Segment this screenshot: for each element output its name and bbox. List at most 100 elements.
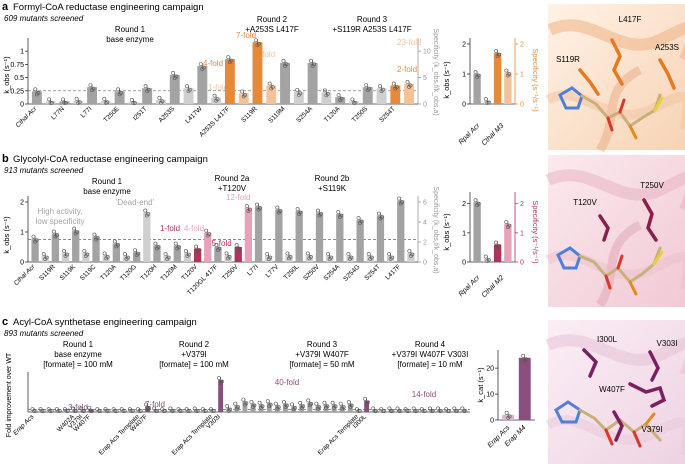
panel-b-round-1-line-2: base enzyme xyxy=(83,187,131,196)
panel-a-bar-25 xyxy=(362,87,373,104)
panel-a-bar-16-point-3 xyxy=(241,94,246,99)
panel-b-ytick-label-2: 1 xyxy=(20,230,24,237)
panel-a-inset-axes: 0 1 2 0 1 2 xyxy=(462,38,524,109)
panel-b-fold-1: 1-fold xyxy=(160,224,180,233)
panel-a-bar-5 xyxy=(87,87,97,104)
panel-a-bar-26-point-3 xyxy=(379,89,384,94)
panel-a-y2tick-label-1: 0 xyxy=(423,102,427,109)
panel-a-round-2-line-1: Round 2 xyxy=(257,15,288,24)
panel-a-inset-bars xyxy=(473,49,512,105)
panel-b-ytick-label-1: 0 xyxy=(20,260,24,267)
panel-a-fold-2: 2-fold xyxy=(397,65,417,74)
panel-c-bar-8-point-2 xyxy=(90,409,95,413)
panel-c-inset-ylabel: k_cat (s⁻¹) xyxy=(476,367,485,403)
panel-a: a Formyl-CoA reductase engineering campa… xyxy=(2,1,685,153)
panel-a-bar-22-point-1 xyxy=(322,88,327,93)
panel-c-bar-10-point-2 xyxy=(106,409,111,413)
panel-a-bar-13-point-1 xyxy=(198,62,203,66)
panel-b-bar-20 xyxy=(224,255,232,262)
panel-b-inset-bar-3 xyxy=(493,244,502,262)
panel-b-bar-6-point-1 xyxy=(82,249,87,253)
panel-c-bar-11-point-2 xyxy=(114,409,119,413)
panel-b-bar-19-point-3 xyxy=(216,248,220,252)
panel-a-fold-4: 4-fold xyxy=(203,59,223,68)
panel-b-bar-24-point-3 xyxy=(266,257,271,261)
panel-c-bar-23-point-2 xyxy=(211,409,216,413)
panel-a-round-3-line-2: +S119R A253S L417F xyxy=(332,25,411,34)
panel-b-bar-28 xyxy=(305,255,313,262)
panel-c-bar-27-point-1 xyxy=(241,397,246,402)
panel-c-inset-bar-1-point-1 xyxy=(504,410,509,415)
panel-c-bar-34-point-3 xyxy=(299,405,304,410)
panel-b-bar-30-point-3 xyxy=(327,257,332,261)
panel-a-inset-bar-2-point-3 xyxy=(485,101,490,105)
panel-c-bar-21-point-3 xyxy=(194,409,199,413)
panel-c-bar-31-point-1 xyxy=(273,401,278,406)
panel-b-bar-32-point-1 xyxy=(346,252,351,256)
panel-a-xtick-label-11: A253S xyxy=(157,105,176,124)
panel-b-xtick-label-13: T120H xyxy=(140,263,159,282)
panel-c-bar-53-point-3 xyxy=(453,409,458,413)
panel-b-fold-4: 4-fold xyxy=(184,224,204,233)
panel-c-bar-21-point-2 xyxy=(195,409,200,413)
panel-c-bar-48-point-3 xyxy=(413,409,418,413)
panel-c-letter: c xyxy=(2,316,8,328)
panel-c-bar-37-point-3 xyxy=(324,405,328,410)
panel-c-inset-ytick-label-2: 10 xyxy=(486,392,494,399)
panel-c-bar-16-point-2 xyxy=(155,409,160,413)
panel-b-bar-20-point-3 xyxy=(226,256,230,261)
panel-b-bar-37-point-1 xyxy=(397,196,402,201)
panel-a-round-1-line-2: base enzyme xyxy=(106,35,154,44)
panel-a-ytick-label-3: 0.5 xyxy=(14,75,24,82)
panel-b-bar-14-point-1 xyxy=(163,252,168,256)
panel-c-bar-48-point-2 xyxy=(414,409,419,413)
panel-c-bar-4-point-3 xyxy=(56,409,61,413)
panel-a-inset-bar-3 xyxy=(493,53,502,104)
panel-a-bar-8-point-3 xyxy=(131,101,136,105)
panel-c-bar-52-point-2 xyxy=(447,409,452,413)
panel-b-structure-residues xyxy=(598,198,658,242)
panel-c-structure-label-w407f: W407F xyxy=(599,385,625,394)
panel-c-bar-14-point-2 xyxy=(138,409,143,413)
panel-a-bar-2-point-3 xyxy=(48,101,53,105)
panel-c-title: Acyl-CoA synthetase engineering campaign xyxy=(13,317,197,328)
panel-a-bar-21 xyxy=(307,62,318,104)
panel-a-bar-23 xyxy=(335,97,346,104)
panel-b-bar-9 xyxy=(112,243,120,262)
panel-a-bar-1 xyxy=(31,91,42,104)
panel-a-bar-28 xyxy=(404,83,415,104)
panel-c-bar-16-point-3 xyxy=(153,409,158,413)
panel-a-bar-6-point-3 xyxy=(103,101,108,105)
panel-a-fold-23: 23-fold xyxy=(397,38,421,47)
panel-c-bar-29-point-1 xyxy=(257,400,262,405)
panel-b-bar-26-point-1 xyxy=(285,251,290,256)
panel-a-ytick-label-1: 0 xyxy=(20,102,24,109)
panel-c-bar-8-point-1 xyxy=(87,405,92,410)
panel-a-bar-8-point-2 xyxy=(132,101,137,105)
panel-b-inset-ylabel: k_obs (s⁻¹) xyxy=(442,213,451,251)
panel-a-xtick-label-27: S254T xyxy=(378,105,397,124)
panel-b-bar-31 xyxy=(336,214,344,262)
panel-c-bar-25-point-1 xyxy=(225,404,230,408)
panel-b-bar-9-point-3 xyxy=(114,244,119,249)
panel-c-bar-54-point-2 xyxy=(463,409,468,413)
panel-a-bar-3-point-1 xyxy=(60,97,65,102)
panel-a-bar-12 xyxy=(183,88,194,104)
panel-b-xtick-label-17: T120V xyxy=(181,263,200,282)
panel-c-bar-17-point-2 xyxy=(163,409,168,413)
panel-b-bar-33-point-3 xyxy=(358,221,363,225)
panel-a-bar-7-point-1 xyxy=(116,87,120,92)
panel-c-bar-54-point-3 xyxy=(462,409,466,413)
panel-c-bar-37 xyxy=(323,404,329,412)
panel-a-inset-bar-4-point-3 xyxy=(505,73,510,78)
panel-b-bar-5-point-3 xyxy=(73,231,78,236)
panel-c-bar-24-point-3 xyxy=(218,381,223,385)
panel-c-bar-40-point-1 xyxy=(346,400,351,404)
panel-a-bar-17-point-3 xyxy=(255,43,260,48)
panel-b-bar-17-point-3 xyxy=(195,249,200,254)
panel-a-bar-22 xyxy=(321,92,332,104)
panel-b-bar-29-point-3 xyxy=(317,213,322,218)
panel-c-fold-14: 14-fold xyxy=(412,390,436,399)
panel-a-bar-22-point-3 xyxy=(324,93,329,98)
